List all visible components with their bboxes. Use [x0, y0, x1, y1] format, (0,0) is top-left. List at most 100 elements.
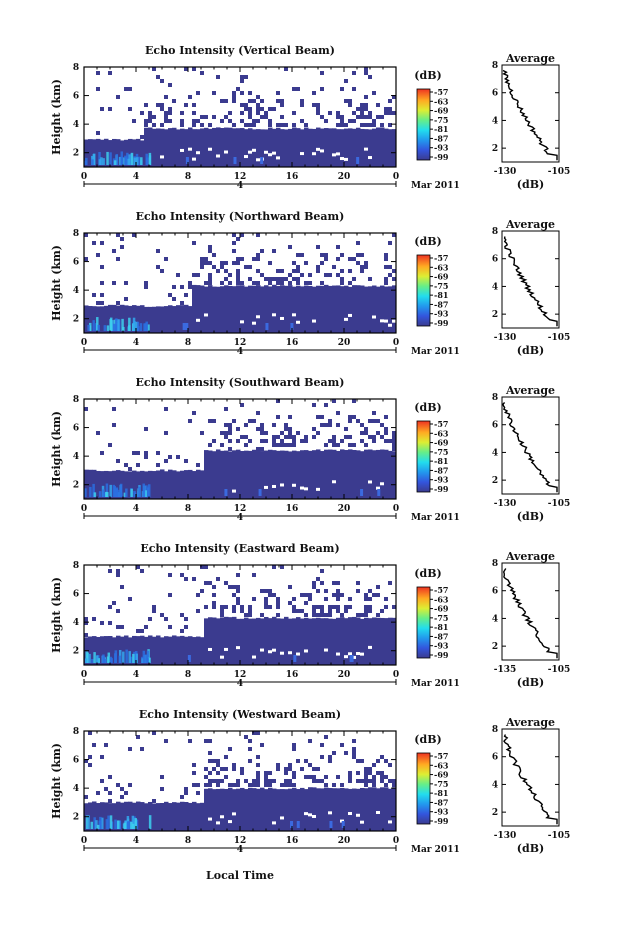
- echo-cell: [88, 802, 93, 831]
- echo-cell: [380, 127, 385, 167]
- colorbar-label: -75: [434, 613, 448, 623]
- echo-cell: [204, 788, 209, 831]
- echo-cell: [248, 99, 252, 103]
- echo-cell: [300, 273, 304, 277]
- echo-cell: [196, 803, 201, 831]
- echo-cell: [384, 597, 388, 601]
- echo-cell: [264, 285, 269, 333]
- echo-cell: [244, 423, 248, 427]
- x-tick-label: 0: [81, 504, 87, 514]
- strong-echo: [90, 821, 94, 829]
- colorbar-label: -63: [434, 760, 449, 770]
- echo-cell: [164, 95, 168, 99]
- echo-cell: [240, 285, 245, 333]
- echo-cell: [144, 127, 149, 167]
- strong-echo: [128, 317, 131, 331]
- colorbar-unit: (dB): [414, 69, 441, 82]
- echo-cell: [340, 281, 344, 285]
- echo-cell: [268, 281, 272, 285]
- echo-cell: [180, 613, 184, 617]
- echo-gap: [244, 155, 248, 159]
- strong-echo: [125, 157, 128, 165]
- echo-gap: [296, 652, 300, 656]
- echo-cell: [328, 439, 332, 443]
- x-tick-label: 16: [286, 836, 299, 846]
- echo-cell: [240, 281, 244, 285]
- echo-gap: [360, 820, 364, 824]
- profile-x-label: (dB): [517, 178, 544, 191]
- echo-cell: [280, 439, 284, 443]
- echo-cell: [140, 569, 144, 573]
- echo-cell: [344, 788, 349, 831]
- echo-cell: [352, 128, 357, 167]
- echo-cell: [340, 129, 345, 167]
- echo-gap: [352, 655, 356, 659]
- colorbar-label: -57: [434, 751, 448, 761]
- echo-cell: [220, 609, 224, 613]
- echo-cell: [292, 747, 296, 751]
- echo-cell: [128, 747, 132, 751]
- strong-echo: [290, 821, 294, 828]
- strong-echo: [120, 151, 124, 165]
- strong-echo: [105, 483, 109, 497]
- echo-cell: [216, 75, 220, 79]
- echo-cell: [128, 597, 132, 601]
- colorbar-label: -69: [434, 604, 449, 614]
- strong-echo: [114, 819, 117, 829]
- strong-echo: [147, 484, 151, 497]
- profile-line: [503, 236, 558, 327]
- echo-cell: [324, 128, 329, 167]
- echo-cell: [256, 269, 260, 273]
- echo-cell: [224, 277, 228, 281]
- strong-echo: [123, 822, 127, 829]
- echo-cell: [256, 129, 261, 167]
- echo-cell: [160, 123, 164, 127]
- echo-cell: [268, 783, 272, 787]
- echo-cell: [228, 119, 232, 123]
- echo-cell: [376, 449, 381, 499]
- echo-cell: [172, 285, 176, 289]
- x-tick-label: 0: [81, 172, 87, 182]
- echo-cell: [208, 779, 212, 783]
- echo-cell: [316, 245, 320, 249]
- echo-cell: [268, 119, 272, 123]
- y-tick-label: 6: [73, 590, 79, 600]
- echo-cell: [324, 284, 329, 333]
- echo-cell: [352, 415, 356, 419]
- echo-cell: [152, 609, 156, 613]
- echo-cell: [176, 636, 181, 665]
- echo-cell: [328, 285, 333, 333]
- echo-cell: [320, 605, 324, 609]
- echo-cell: [360, 269, 364, 273]
- echo-cell: [156, 265, 160, 269]
- strong-echo: [125, 649, 128, 663]
- strong-echo: [106, 325, 110, 331]
- echo-cell: [92, 743, 96, 747]
- echo-cell: [100, 241, 104, 245]
- echo-cell: [232, 763, 236, 767]
- echo-cell: [208, 123, 212, 127]
- y-tick-label: 2: [73, 647, 79, 657]
- echo-cell: [236, 783, 240, 787]
- echo-cell: [320, 423, 324, 427]
- echo-cell: [320, 71, 324, 75]
- echo-cell: [232, 241, 236, 245]
- beam-panel: Echo Intensity (Eastward Beam)Height (km…: [50, 542, 570, 689]
- echo-cell: [204, 261, 208, 265]
- echo-cell: [240, 257, 244, 261]
- echo-cell: [348, 419, 352, 423]
- echo-cell: [280, 443, 284, 447]
- echo-cell: [184, 67, 188, 71]
- echo-cell: [260, 787, 265, 831]
- x-tick-label: 0: [393, 338, 399, 348]
- day-label: 4: [237, 181, 243, 191]
- echo-cell: [268, 787, 273, 831]
- echo-cell: [200, 589, 204, 593]
- echo-cell: [276, 763, 280, 767]
- echo-cell: [304, 789, 309, 831]
- echo-cell: [336, 129, 341, 167]
- strong-echo: [117, 319, 120, 331]
- echo-cell: [212, 419, 216, 423]
- echo-cell: [308, 273, 312, 277]
- echo-cell: [208, 783, 212, 787]
